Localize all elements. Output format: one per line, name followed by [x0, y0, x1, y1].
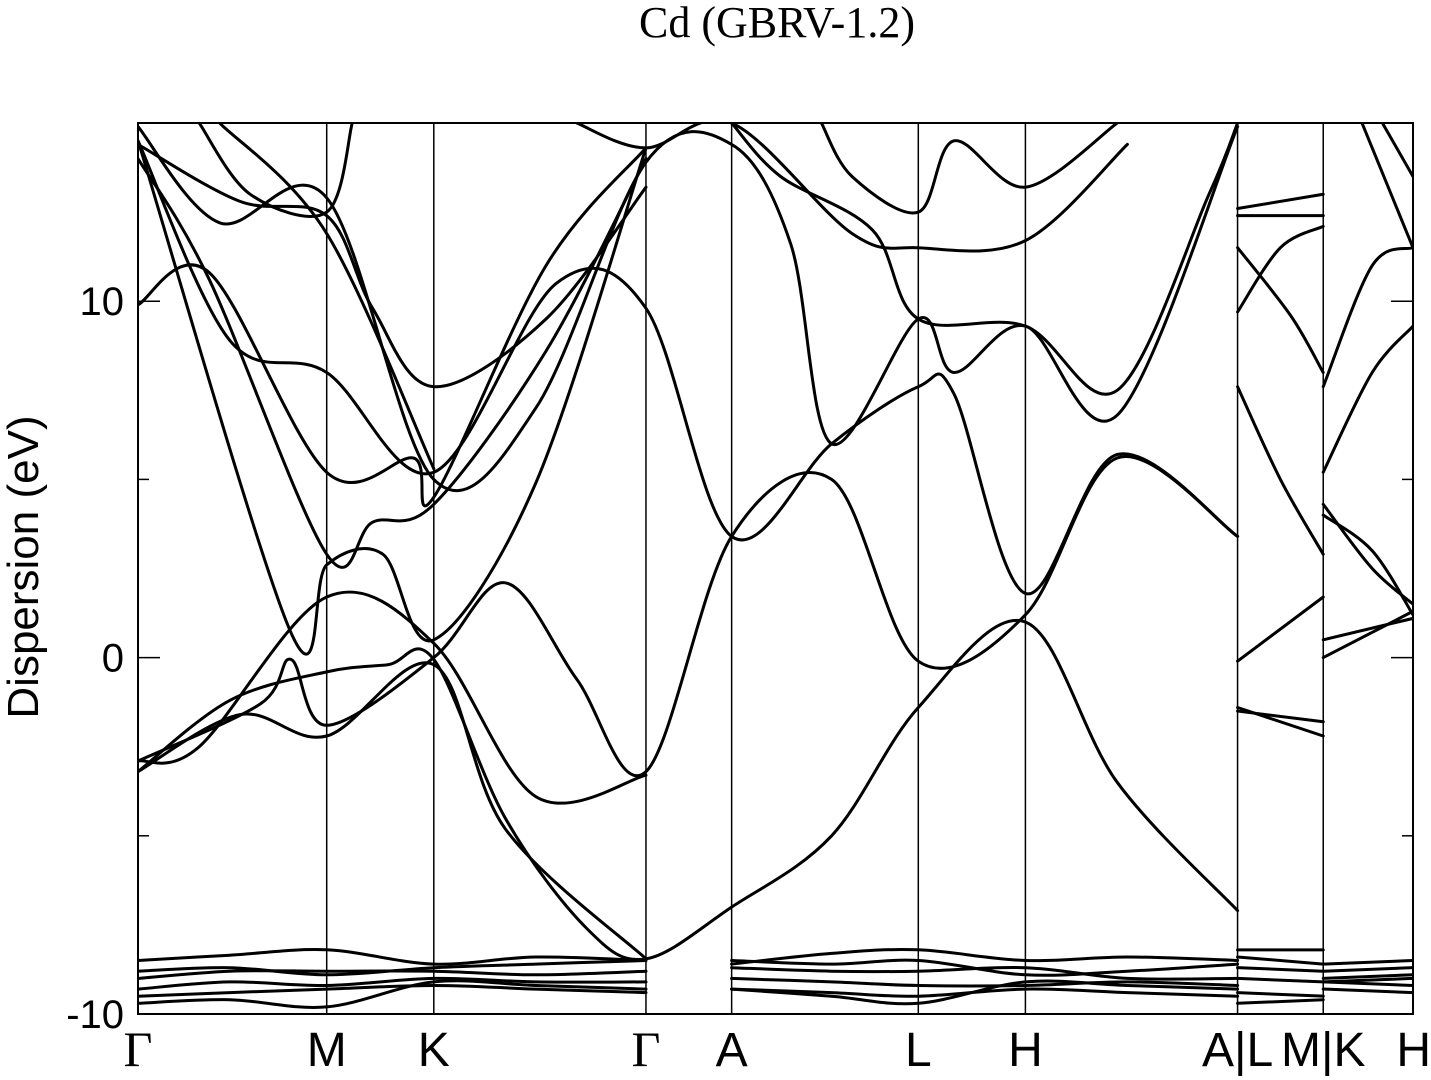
y-tick-label-2: 10: [80, 280, 125, 324]
band-0-segment-3: [1321, 959, 1413, 966]
band-2-segment-2: [1236, 966, 1325, 973]
band-22-segment-4: [1360, 123, 1413, 250]
band-22-segment-0: [1321, 246, 1413, 389]
y-tick-label-1: 0: [102, 637, 124, 681]
band-22-segment-5: [1380, 123, 1413, 178]
band-21-segment-0: [1236, 224, 1325, 314]
x-tick-label-1: M: [307, 1024, 347, 1077]
band-21-segment-3: [1236, 192, 1325, 211]
band-1-segment-3: [1321, 966, 1413, 973]
band-12-segment-0: [138, 146, 648, 508]
band-3-segment-2: [1236, 976, 1325, 984]
band-8-segment-0: [138, 661, 648, 961]
band-9-segment-1: [1236, 705, 1325, 738]
band-16-segment-0: [197, 123, 354, 218]
band-6-segment-0: [138, 618, 1240, 961]
x-tick-label-6: H: [1008, 1024, 1043, 1077]
band-17-segment-0: [218, 123, 436, 471]
x-tick-label-8: M|K: [1281, 1024, 1365, 1077]
x-tick-label-3: Γ: [632, 1021, 661, 1077]
band-2-segment-3: [1321, 973, 1413, 980]
band-4-segment-3: [1321, 987, 1413, 995]
band-4-segment-2: [1236, 991, 1325, 998]
band-14-segment-0: [138, 142, 648, 389]
x-tick-label-4: A: [716, 1024, 748, 1077]
x-ticks: Γ M K Γ A L H A|L M|K H: [124, 1021, 1431, 1077]
band-2-segment-0: [138, 969, 648, 980]
bands: [138, 123, 1413, 1009]
x-tick-label-0: Γ: [124, 1021, 153, 1077]
y-axis-label: Dispersion (eV): [0, 415, 48, 718]
band-11-segment-0: [138, 157, 648, 569]
band-21-segment-2: [1236, 385, 1325, 556]
chart-title: Cd (GBRV-1.2): [639, 0, 915, 47]
band-22-segment-1: [1321, 324, 1413, 474]
band-22-segment-3: [1321, 513, 1413, 617]
band-2-segment-1: [730, 965, 1240, 981]
band-5-segment-0: [138, 979, 648, 1009]
x-tick-label-2: K: [418, 1024, 450, 1077]
band-21-segment-1: [1236, 246, 1325, 374]
band-5-segment-3: [1321, 976, 1413, 984]
band-13-segment-0: [138, 139, 1240, 596]
band-20-segment-0: [730, 123, 1240, 396]
band-18-segment-0: [575, 123, 1129, 253]
plot-frame: [137, 122, 1414, 1015]
band-7-segment-0: [138, 455, 1240, 777]
band-9-segment-0: [138, 590, 648, 805]
band-4-segment-0: [138, 984, 648, 998]
band-10-segment-1: [1321, 616, 1413, 642]
band-9-segment-2: [1236, 595, 1325, 663]
band-3-segment-0: [138, 976, 648, 991]
x-tick-label-5: L: [905, 1024, 932, 1077]
x-tick-label-9: H: [1396, 1024, 1431, 1077]
band-11-segment-1: [1321, 609, 1413, 660]
band-5-segment-1: [730, 979, 1240, 1006]
band-19-segment-0: [819, 123, 1119, 215]
band-10-segment-0: [138, 139, 648, 656]
band-15-segment-0: [138, 125, 1240, 493]
band-0-segment-1: [730, 948, 1240, 966]
y-tick-label-0: -10: [66, 993, 124, 1037]
band-5-segment-2: [1236, 998, 1325, 1005]
x-tick-label-7: A|L: [1202, 1024, 1273, 1077]
band-0-segment-0: [138, 948, 648, 966]
band-1-segment-2: [1236, 955, 1325, 966]
band-3-segment-1: [730, 976, 1240, 988]
